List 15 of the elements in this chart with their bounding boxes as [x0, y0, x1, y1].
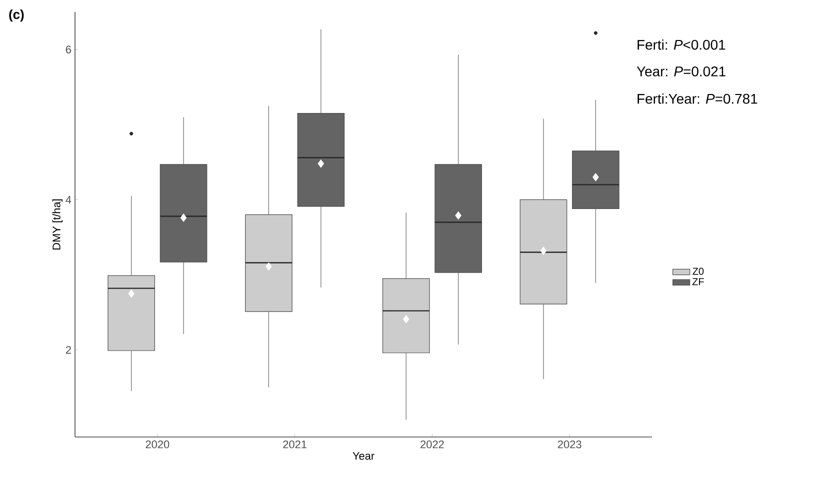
x-tick-label: 2020: [146, 440, 170, 448]
y-tick-label: 6: [66, 46, 72, 54]
y-tick-label: 2: [66, 346, 71, 354]
legend-label: Z0: [692, 268, 704, 275]
x-axis-title: Year: [352, 452, 374, 460]
y-axis-title: DMY [t/ha]: [52, 199, 63, 250]
x-tick-label: 2023: [558, 440, 582, 448]
x-tick-label: 2022: [420, 440, 444, 448]
y-tick-label: 4: [66, 196, 72, 204]
legend-label: ZF: [692, 278, 704, 286]
chart-title: (c): [9, 10, 24, 22]
annotation: Ferti:Year: P=0.781: [638, 94, 758, 104]
x-tick-label: 2021: [283, 440, 306, 448]
annotation: Year: P=0.021: [636, 66, 726, 76]
annotation: Ferti: P<0.001: [638, 40, 726, 50]
